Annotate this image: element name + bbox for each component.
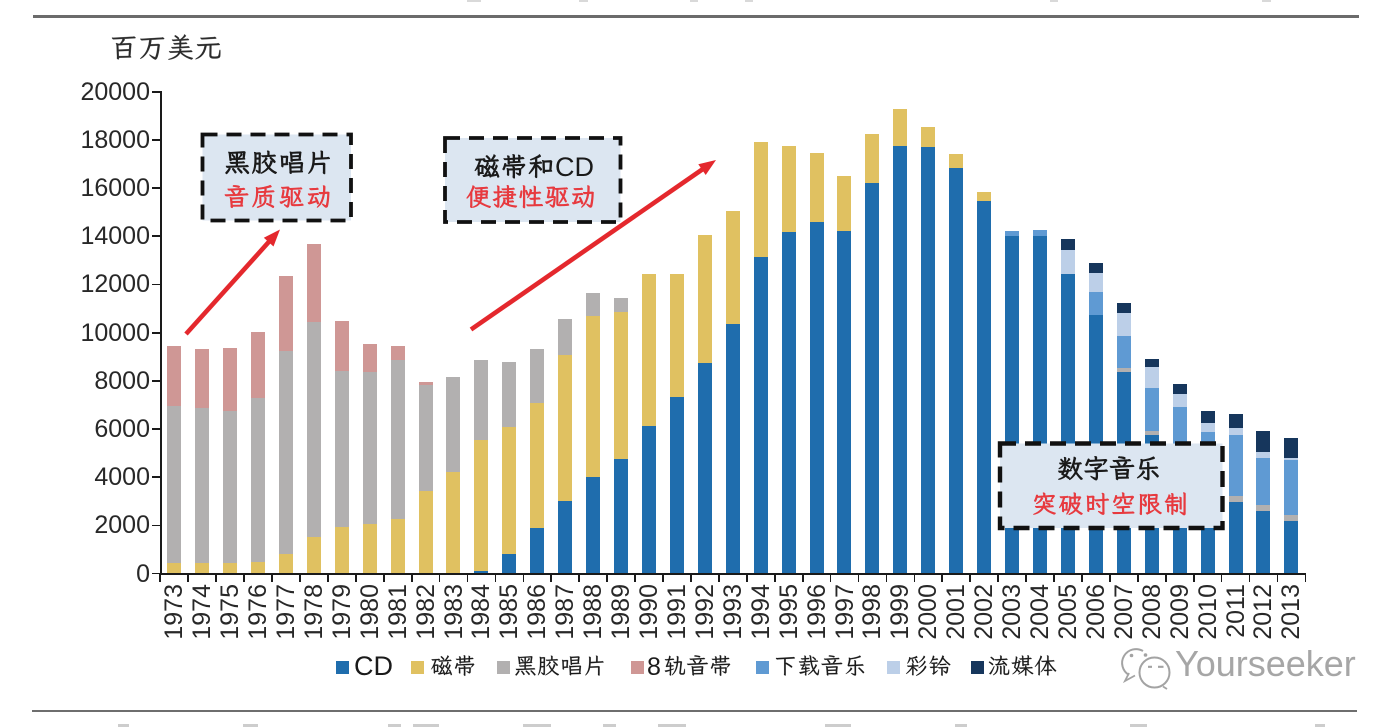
svg-text:CD: CD <box>555 152 594 182</box>
